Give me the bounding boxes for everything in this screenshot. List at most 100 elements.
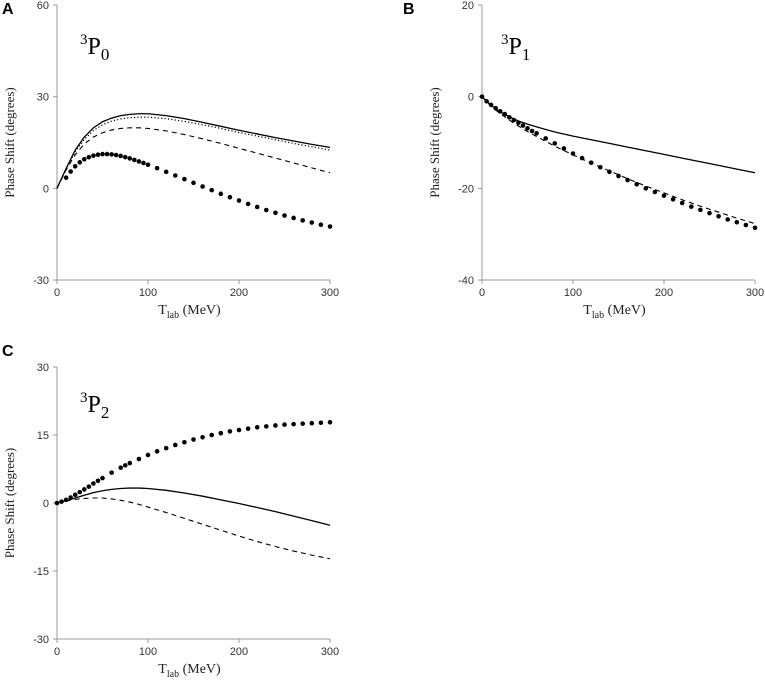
data-point bbox=[625, 177, 630, 183]
data-point bbox=[132, 157, 137, 163]
data-point bbox=[122, 463, 128, 468]
data-point bbox=[661, 193, 667, 198]
data-point bbox=[689, 204, 694, 209]
data-point bbox=[145, 452, 151, 458]
data-point bbox=[82, 487, 87, 492]
data-point bbox=[516, 120, 521, 126]
data-point bbox=[77, 489, 83, 495]
data-point bbox=[145, 162, 151, 168]
y-axis-label: Phase Shift (degrees) bbox=[2, 448, 17, 558]
data-point bbox=[561, 146, 567, 151]
data-point bbox=[525, 125, 530, 131]
partial-wave-sup: 3 bbox=[501, 32, 509, 48]
x-axis-label-sub: lab bbox=[592, 310, 604, 321]
partial-wave-main: P bbox=[88, 34, 101, 60]
y-axis-label: Phase Shift (degrees) bbox=[427, 87, 442, 197]
data-point bbox=[63, 175, 69, 180]
data-point bbox=[86, 154, 92, 160]
data-point bbox=[191, 180, 196, 186]
x-axis-label: Tlab (MeV) bbox=[158, 662, 221, 680]
data-point bbox=[68, 169, 73, 174]
data-point bbox=[679, 200, 685, 206]
data-point bbox=[136, 456, 142, 462]
data-point bbox=[534, 131, 539, 136]
x-tick-label: 200 bbox=[655, 287, 673, 299]
y-tick-label: 30 bbox=[37, 92, 49, 104]
data-point bbox=[182, 176, 187, 182]
data-point bbox=[497, 109, 503, 114]
y-tick-label: 0 bbox=[43, 498, 49, 510]
data-point bbox=[163, 445, 169, 451]
data-point bbox=[520, 123, 526, 128]
y-tick-label: 0 bbox=[43, 183, 49, 195]
data-point bbox=[318, 222, 324, 227]
series-line-dashed bbox=[56, 127, 331, 189]
data-point bbox=[200, 184, 205, 189]
data-point bbox=[327, 224, 333, 229]
partial-wave-label: 3P2 bbox=[80, 390, 109, 422]
data-point bbox=[652, 189, 658, 195]
data-point bbox=[59, 499, 64, 504]
x-axis-label-main: T bbox=[158, 662, 167, 677]
x-axis-label-sub: lab bbox=[167, 310, 179, 321]
data-point bbox=[552, 141, 558, 146]
data-point bbox=[743, 222, 749, 228]
y-tick-label: 30 bbox=[37, 362, 49, 374]
y-axis-label: Phase Shift (degrees) bbox=[2, 87, 17, 197]
data-point bbox=[502, 111, 508, 117]
data-point bbox=[95, 478, 101, 484]
data-point bbox=[309, 220, 315, 225]
data-point bbox=[484, 98, 489, 104]
series-line-dotted bbox=[56, 116, 331, 189]
data-point bbox=[588, 160, 594, 165]
data-point bbox=[264, 424, 269, 429]
data-point bbox=[127, 460, 133, 466]
y-tick-label: 15 bbox=[37, 430, 49, 442]
data-point bbox=[734, 219, 740, 225]
x-axis-label-unit: (MeV) bbox=[604, 303, 646, 318]
x-tick-label: 0 bbox=[54, 287, 60, 299]
data-point bbox=[543, 136, 548, 141]
y-tick-label: -40 bbox=[458, 275, 474, 287]
data-point bbox=[173, 442, 178, 448]
partial-wave-label: 3P1 bbox=[501, 32, 530, 64]
data-point bbox=[254, 424, 260, 430]
y-tick-label: 0 bbox=[468, 92, 474, 104]
data-point bbox=[54, 500, 60, 506]
data-point bbox=[136, 159, 142, 164]
data-point bbox=[127, 156, 133, 161]
x-tick-label: 100 bbox=[564, 287, 582, 299]
data-point bbox=[95, 152, 101, 158]
data-point bbox=[643, 186, 649, 191]
data-point bbox=[173, 173, 178, 178]
x-tick-label: 200 bbox=[230, 287, 248, 299]
data-point bbox=[670, 197, 676, 202]
x-axis-label-main: T bbox=[583, 303, 592, 318]
panel-letter: C bbox=[2, 343, 14, 360]
x-axis-label-sub: lab bbox=[167, 669, 179, 680]
partial-wave-sub: 1 bbox=[522, 45, 531, 64]
data-point bbox=[327, 420, 333, 425]
data-point bbox=[91, 153, 96, 158]
data-point bbox=[100, 475, 105, 481]
data-point bbox=[598, 164, 603, 170]
data-point bbox=[529, 128, 535, 134]
data-point bbox=[282, 213, 287, 218]
data-point bbox=[209, 432, 214, 438]
data-point bbox=[479, 94, 485, 99]
data-point bbox=[82, 157, 87, 162]
data-point bbox=[616, 173, 621, 179]
data-point bbox=[191, 437, 196, 442]
data-point bbox=[236, 427, 242, 433]
data-point bbox=[493, 105, 498, 111]
data-point bbox=[113, 152, 119, 158]
data-point bbox=[245, 426, 251, 431]
x-tick-label: 300 bbox=[746, 287, 764, 299]
data-point bbox=[163, 169, 169, 175]
x-tick-label: 300 bbox=[321, 646, 339, 658]
x-axis-label: Tlab (MeV) bbox=[158, 303, 221, 321]
panel-letter: B bbox=[403, 1, 415, 18]
